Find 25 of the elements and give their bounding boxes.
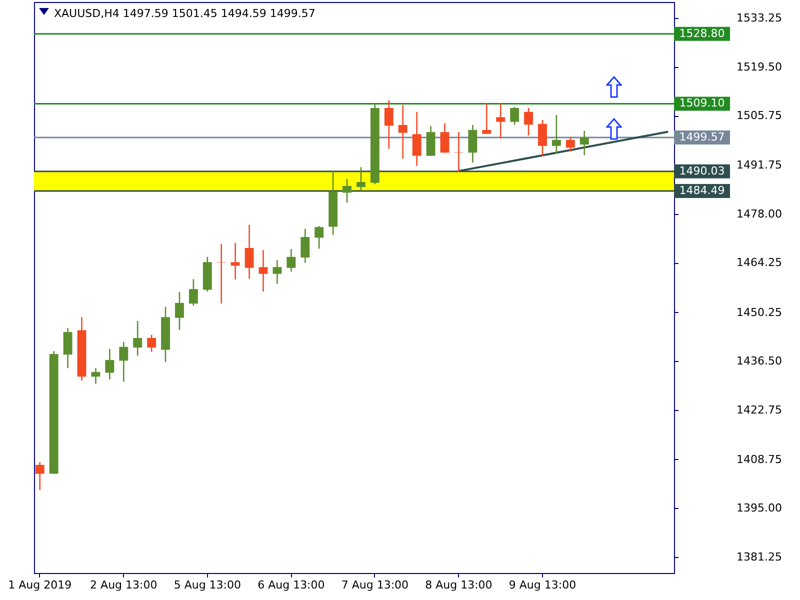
x-tick-label: 5 Aug 13:00 [174, 578, 241, 592]
x-tick-label: 7 Aug 13:00 [341, 578, 409, 592]
ref-line-label: 1499.57 [679, 130, 725, 144]
x-tick-label: 1 Aug 2019 [8, 578, 72, 592]
x-tick-label: 2 Aug 13:00 [90, 578, 158, 592]
x-tick-label: 8 Aug 13:00 [425, 578, 492, 592]
y-tick-label: 1519.50 [736, 60, 782, 74]
y-tick-label: 1533.25 [736, 12, 782, 25]
y-tick-label: 1381.25 [736, 550, 782, 564]
ref-line-label: 1509.10 [679, 96, 725, 110]
y-tick-label: 1395.00 [736, 502, 782, 515]
y-tick-label: 1408.75 [736, 452, 782, 466]
x-tick-label: 9 Aug 13:00 [508, 578, 576, 592]
y-tick-label: 1491.75 [736, 158, 782, 172]
y-tick-label: 1464.25 [736, 256, 782, 270]
ref-line-label: 1484.49 [679, 184, 725, 197]
chart-title: XAUUSD,H4 1497.59 1501.45 1494.59 1499.57 [54, 7, 316, 20]
y-tick-label: 1478.00 [736, 207, 782, 220]
y-tick-label: 1422.75 [736, 403, 782, 416]
y-tick-label: 1505.75 [736, 109, 782, 122]
ref-line-label: 1490.03 [679, 164, 725, 178]
y-tick-label: 1436.50 [736, 354, 782, 368]
ref-line-label: 1528.80 [679, 26, 725, 40]
x-tick-label: 6 Aug 13:00 [258, 578, 325, 592]
y-tick-label: 1450.25 [736, 306, 782, 319]
